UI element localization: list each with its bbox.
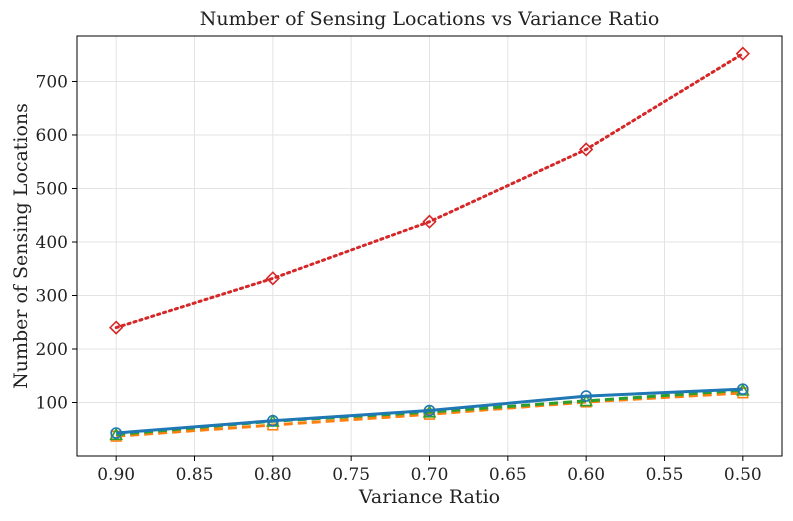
y-tick-label: 100 bbox=[36, 393, 68, 413]
y-tick-label: 500 bbox=[36, 179, 68, 199]
series-blue bbox=[110, 383, 749, 439]
series-red bbox=[109, 46, 750, 335]
axis-layer: 0.90 0.85 0.80 0.75 0.70 0.65 0.60 0.55 0.50 100 2… bbox=[36, 72, 762, 485]
x-tick-label: 0.70 bbox=[411, 465, 449, 485]
y-axis-label: Number of Sensing Locations bbox=[10, 103, 32, 389]
series-blue-point bbox=[580, 390, 592, 402]
y-tick-label: 300 bbox=[36, 286, 68, 306]
x-tick-label: 0.80 bbox=[254, 465, 292, 485]
series-orange-line bbox=[116, 391, 743, 438]
series-red-point bbox=[422, 214, 437, 229]
series-red-point bbox=[735, 46, 750, 61]
x-tick-label: 0.65 bbox=[489, 465, 527, 485]
x-tick-label: 0.60 bbox=[567, 465, 605, 485]
series-blue-point bbox=[737, 383, 749, 395]
series-blue-point bbox=[423, 404, 436, 417]
series-blue-point bbox=[267, 414, 279, 427]
x-tick-label: 0.90 bbox=[97, 465, 135, 485]
series-blue-point bbox=[110, 427, 122, 439]
grid-layer bbox=[77, 36, 782, 456]
y-tick-label: 400 bbox=[36, 233, 68, 253]
series-blue-line bbox=[116, 387, 743, 435]
x-tick-label: 0.75 bbox=[332, 465, 370, 485]
x-axis-label: Variance Ratio bbox=[358, 486, 500, 508]
y-tick-label: 200 bbox=[36, 340, 68, 360]
y-tick-label: 600 bbox=[36, 126, 68, 146]
x-tick-label: 0.55 bbox=[646, 465, 684, 485]
series-layer bbox=[109, 46, 750, 442]
series-red-line bbox=[114, 52, 745, 330]
x-tick-label: 0.85 bbox=[176, 465, 214, 485]
series-red-point bbox=[579, 142, 594, 157]
series-red-point bbox=[109, 320, 124, 335]
chart-title: Number of Sensing Locations vs Variance … bbox=[200, 8, 660, 30]
x-tick-label: 0.50 bbox=[724, 465, 762, 485]
series-red-point bbox=[265, 271, 280, 286]
y-tick-label: 700 bbox=[36, 72, 68, 92]
